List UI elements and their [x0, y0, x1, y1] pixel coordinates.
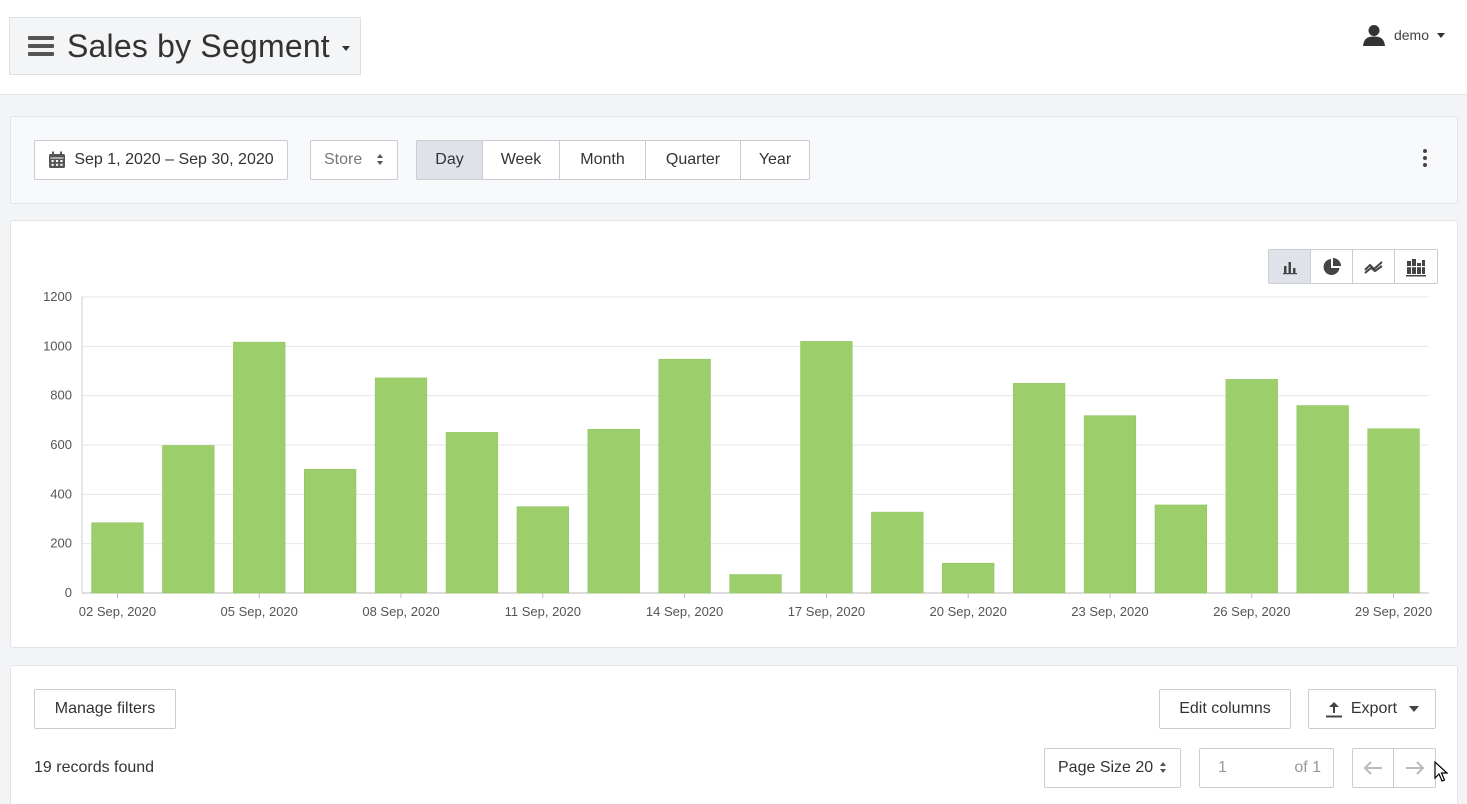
arrow-left-icon — [1363, 761, 1382, 775]
bar — [1083, 415, 1137, 594]
arrow-right-icon — [1405, 761, 1424, 775]
upload-icon — [1325, 702, 1342, 718]
store-select[interactable]: Store — [310, 140, 398, 180]
stacked-bar-chart-icon — [1406, 258, 1426, 276]
user-icon — [1362, 25, 1385, 46]
bar — [587, 428, 640, 594]
table-panel: Manage filters Edit columns Export 19 re… — [10, 665, 1458, 804]
y-tick-label: 800 — [50, 388, 72, 403]
y-tick-label: 1000 — [43, 338, 72, 353]
date-range-label: Sep 1, 2020 – Sep 30, 2020 — [74, 151, 274, 168]
x-tick-label: 11 Sep, 2020 — [505, 604, 581, 619]
y-tick-label: 200 — [50, 536, 72, 551]
chevron-down-icon — [1409, 706, 1420, 712]
sort-arrows-icon — [377, 154, 383, 165]
page-number-input[interactable]: 1 of 1 — [1199, 748, 1334, 788]
edit-columns-button[interactable]: Edit columns — [1159, 689, 1291, 729]
x-tick-label: 20 Sep, 2020 — [930, 604, 1007, 619]
bar — [374, 377, 428, 594]
bar — [800, 341, 853, 594]
chart-panel: 0 200 400 600 800 1000 1200 02 Sep, 2020 05 Sep,… — [10, 220, 1458, 648]
x-tick-label: 14 Sep, 2020 — [646, 604, 723, 619]
page-size-label: Page Size 20 — [1058, 759, 1154, 776]
bar-chart-icon — [1282, 261, 1297, 274]
pie-chart-button[interactable] — [1311, 250, 1353, 283]
x-tick-label: 05 Sep, 2020 — [221, 604, 298, 619]
more-options-icon[interactable] — [1423, 149, 1427, 167]
bar — [445, 432, 499, 594]
previous-page-button[interactable] — [1353, 749, 1394, 787]
chart-type-selector — [1268, 249, 1438, 284]
export-button[interactable]: Export — [1308, 689, 1436, 729]
calendar-icon — [49, 151, 66, 168]
hamburger-icon — [28, 36, 54, 56]
period-selector: Day Week Month Quarter Year — [416, 140, 810, 180]
bar — [516, 506, 569, 594]
bar — [658, 358, 711, 594]
pie-chart-icon — [1323, 257, 1341, 275]
x-tick-label: 29 Sep, 2020 — [1355, 604, 1432, 619]
user-menu[interactable]: demo — [1362, 24, 1445, 46]
page-number: 1 — [1218, 759, 1227, 776]
x-tick-label: 08 Sep, 2020 — [362, 604, 439, 619]
export-label: Export — [1350, 700, 1398, 717]
pagination — [1352, 748, 1436, 788]
records-count: 19 records found — [34, 759, 155, 776]
bar — [729, 574, 782, 594]
mouse-cursor-icon — [1434, 761, 1448, 782]
bar-chart-button[interactable] — [1269, 250, 1311, 283]
bar-chart: 0 200 400 600 800 1000 1200 02 Sep, 2020 05 Sep,… — [43, 289, 1432, 619]
page-title: Sales by Segment — [67, 27, 330, 64]
page-size-select[interactable]: Page Size 20 — [1044, 748, 1181, 788]
bar — [871, 511, 924, 594]
period-day-button[interactable]: Day — [417, 141, 483, 179]
bar — [1012, 383, 1066, 594]
top-bar: Sales by Segment demo — [0, 0, 1467, 95]
x-tick-label: 17 Sep, 2020 — [788, 604, 865, 619]
bar — [1154, 504, 1207, 594]
y-tick-label: 600 — [50, 437, 72, 452]
bar — [233, 341, 286, 594]
bar — [91, 522, 144, 594]
period-week-button[interactable]: Week — [483, 141, 560, 179]
period-year-button[interactable]: Year — [758, 151, 792, 168]
x-tick-label: 26 Sep, 2020 — [1213, 604, 1290, 619]
x-tick-label: 23 Sep, 2020 — [1071, 604, 1148, 619]
line-chart-button[interactable] — [1353, 250, 1395, 283]
bar — [304, 468, 357, 594]
line-chart-icon — [1363, 260, 1383, 274]
bar — [1367, 428, 1420, 594]
y-tick-label: 1200 — [43, 289, 72, 304]
y-tick-label: 0 — [65, 585, 72, 600]
y-tick-label: 400 — [50, 486, 72, 501]
bar — [1296, 405, 1349, 594]
period-month-button[interactable]: Month — [560, 141, 646, 179]
filter-toolbar: Sep 1, 2020 – Sep 30, 2020 Store Day Wee… — [10, 116, 1458, 204]
sort-arrows-icon — [1160, 762, 1166, 773]
bar — [162, 445, 215, 594]
report-title-menu[interactable]: Sales by Segment — [9, 17, 361, 75]
bar — [1225, 379, 1278, 594]
x-tick-label: 02 Sep, 2020 — [79, 604, 156, 619]
bar — [942, 562, 995, 594]
chevron-down-icon — [341, 45, 350, 51]
chevron-down-icon — [1437, 32, 1445, 38]
user-name: demo — [1393, 27, 1429, 43]
store-select-label: Store — [324, 151, 363, 168]
stacked-bar-chart-button[interactable] — [1395, 250, 1437, 283]
date-range-picker[interactable]: Sep 1, 2020 – Sep 30, 2020 — [34, 140, 288, 180]
manage-filters-button[interactable]: Manage filters — [34, 689, 176, 729]
page-total: of 1 — [1294, 759, 1321, 776]
next-page-button[interactable] — [1394, 749, 1435, 787]
period-quarter-button[interactable]: Quarter — [646, 141, 741, 179]
